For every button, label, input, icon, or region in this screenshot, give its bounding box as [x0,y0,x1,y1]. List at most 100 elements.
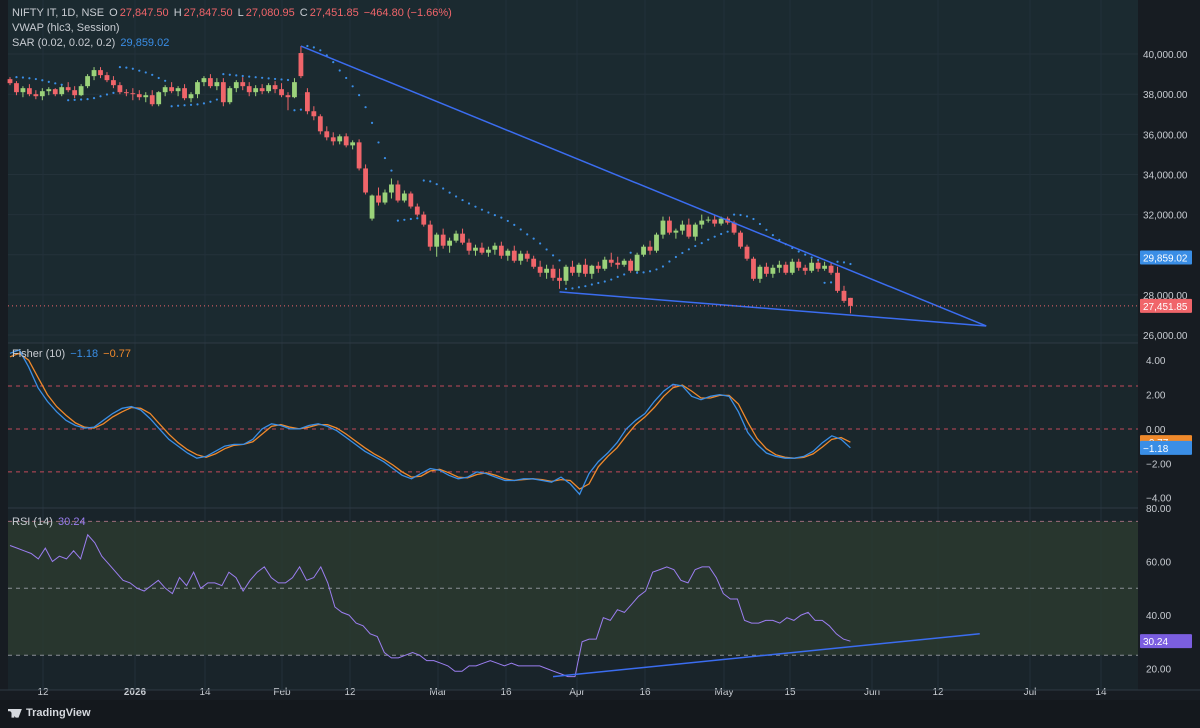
candle-body [796,261,802,268]
candle [757,264,763,283]
candle-body [227,88,233,103]
sar-dot [720,232,723,236]
candle [550,264,556,281]
sar-dot [54,82,57,85]
sar-dot [539,242,542,245]
candle-body [789,261,795,273]
sar-dot [745,215,749,218]
candle [634,252,640,273]
sar-dot [261,76,264,79]
candle-body [595,265,601,269]
candle [98,67,103,79]
sar-legend[interactable]: SAR (0.02, 0.02, 0.2) 29,859.02 [12,37,171,49]
price-tick-label: 40,000.00 [1143,50,1188,61]
candle-body [143,95,149,98]
sar-dot [771,234,774,237]
sar-dot [338,69,341,72]
candle-body [20,88,26,93]
candle-body [744,246,750,259]
tradingview-logo[interactable]: TradingView [8,707,91,719]
sar-dot [403,218,406,221]
sar-dot [157,76,160,80]
candle-body [822,265,827,269]
candle [679,220,685,235]
candle-body [557,277,562,281]
sar-dot [435,183,438,186]
sar-dot [241,74,244,78]
sar-dot [467,202,471,205]
sar-dot [597,281,600,285]
candle-body [531,258,537,267]
sar-dot [416,217,419,220]
candle-body [679,224,685,231]
candle [615,256,621,269]
candle [751,256,756,281]
price-tick-label: 28,000.00 [1143,291,1188,302]
candle-body [401,193,407,201]
candle [382,189,388,205]
candle [253,85,259,97]
candle [654,232,659,253]
candle-body [757,266,763,279]
candle [511,245,517,263]
sar-dot [228,73,231,76]
candle [809,258,815,273]
rsi-legend[interactable]: RSI (14) 30.24 [12,516,88,528]
candle [531,255,537,269]
vwap-legend[interactable]: VWAP (hlc3, Session) [12,22,122,34]
sar-dot [661,265,665,268]
candle [201,76,207,87]
fisher-badge: −1.18 [1143,444,1169,455]
fisher-legend[interactable]: Fisher (10) −1.18 −0.77 [12,348,133,360]
candle [123,89,129,97]
candle-body [304,92,310,112]
candle-body [473,247,478,251]
candle [169,82,175,94]
candle [421,211,427,227]
candle-body [279,89,284,96]
fisher-badge-bg [1140,440,1192,455]
candle [156,91,162,107]
candle-body [26,88,32,95]
sar-dot [170,105,173,108]
candle [279,83,284,98]
sar-dot [383,156,387,160]
candle [337,134,343,145]
sar-dot [765,228,768,231]
sar-dot [409,217,412,221]
sar-dot [235,74,238,77]
sar-dot [758,222,762,226]
sar-dot [610,278,613,281]
time-tick-label: 14 [1095,687,1107,698]
candle-body [421,214,427,225]
candle-body [85,76,90,87]
candle-body [214,82,220,87]
candle-body [615,262,621,265]
candle-body [259,88,265,92]
candle [20,86,26,98]
candle-body [266,85,271,92]
sar-dot [15,76,18,79]
sar-dot [60,83,63,86]
sar-dot [571,287,574,290]
fisher-trigger-line [9,352,851,490]
candle [149,90,155,107]
sar-dot [519,228,522,231]
candle [673,228,679,239]
candle [324,126,330,141]
candle-body [272,85,278,90]
candle-body [505,250,511,256]
candle [272,81,278,94]
rsi-label: RSI (14) [12,516,53,528]
time-tick-label: 12 [932,687,944,698]
sar-dot [286,78,290,82]
sar-dot [545,248,548,251]
candle [492,242,498,255]
candle-body [156,92,162,105]
sar-dot [487,211,490,214]
sar-dot [254,76,257,79]
vwap-label: VWAP (hlc3, Session) [12,22,120,34]
sar-dot [448,191,451,194]
candle [104,72,110,83]
